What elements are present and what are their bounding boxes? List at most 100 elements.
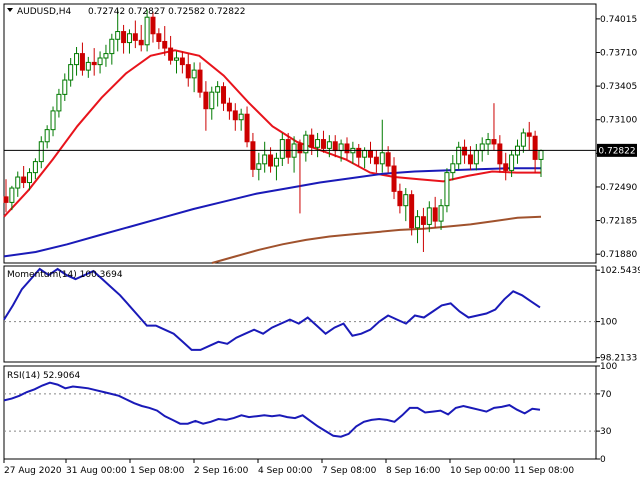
candle bbox=[15, 171, 21, 197]
candle-body bbox=[9, 187, 15, 203]
candle-body bbox=[438, 205, 444, 222]
candle-body bbox=[303, 134, 309, 154]
last-price-tag: 0.72822 bbox=[597, 143, 637, 157]
candle-body bbox=[238, 113, 244, 121]
rsi-label: RSI(14) 52.9064 bbox=[7, 371, 80, 381]
candle-body bbox=[473, 150, 479, 165]
candle bbox=[115, 9, 121, 52]
candle-body bbox=[279, 139, 285, 159]
last-price-label: 0.72822 bbox=[598, 146, 635, 156]
candle bbox=[232, 103, 238, 131]
candle bbox=[520, 128, 526, 153]
candle-body bbox=[74, 53, 80, 66]
candle-body bbox=[273, 157, 279, 167]
collapse-triangle-icon[interactable] bbox=[7, 8, 13, 12]
candle-body bbox=[297, 143, 303, 154]
candle bbox=[109, 33, 115, 65]
momentum-panel-frame bbox=[3, 265, 597, 363]
momentum-line bbox=[3, 267, 541, 351]
candle-body bbox=[209, 91, 215, 110]
rsi-panel[interactable]: 0 30 70 100 RSI(14) 52.9064 bbox=[3, 362, 617, 465]
price-tick-label: 0.71880 bbox=[600, 250, 637, 260]
candle bbox=[379, 119, 385, 173]
candle-body bbox=[179, 57, 185, 66]
time-axis: 27 Aug 2020 31 Aug 00:00 1 Sep 08:00 2 Sep … bbox=[3, 459, 574, 476]
candle bbox=[279, 132, 285, 167]
candle bbox=[326, 135, 332, 158]
candle bbox=[391, 157, 397, 200]
indicator-tick-label: 30 bbox=[600, 427, 612, 437]
candle bbox=[456, 141, 462, 170]
candle bbox=[9, 185, 15, 211]
last-price-box bbox=[597, 143, 637, 157]
candle-body bbox=[356, 147, 362, 158]
candle-body bbox=[362, 150, 368, 158]
candle bbox=[144, 9, 150, 52]
candle bbox=[509, 150, 515, 178]
candle-body bbox=[462, 146, 468, 156]
candle-body bbox=[126, 33, 132, 44]
candle bbox=[420, 207, 426, 252]
candle bbox=[85, 56, 91, 78]
candle-body bbox=[379, 152, 385, 165]
candle-body bbox=[109, 38, 115, 55]
candle bbox=[173, 51, 179, 74]
candle-body bbox=[256, 163, 262, 170]
candle bbox=[150, 11, 156, 43]
candle bbox=[356, 143, 362, 167]
candle-body bbox=[409, 194, 415, 229]
candle-body bbox=[3, 196, 9, 203]
candle-body bbox=[15, 176, 21, 189]
symbol-label: AUDUSD,H4 bbox=[17, 7, 72, 17]
candle-body bbox=[85, 61, 91, 71]
candle-body bbox=[491, 139, 497, 145]
candle-body bbox=[320, 139, 326, 149]
candle-body bbox=[162, 40, 168, 49]
candle bbox=[497, 135, 503, 173]
candle bbox=[3, 179, 9, 213]
candle-body bbox=[232, 110, 238, 121]
candle bbox=[432, 196, 438, 228]
time-tick-label: 1 Sep 08:00 bbox=[130, 466, 185, 476]
candle-body bbox=[115, 31, 121, 40]
momentum-panel[interactable]: 98.2133 100 102.5439 Momentum(14) 100.3694 bbox=[3, 265, 640, 364]
candle bbox=[68, 58, 74, 87]
candle bbox=[197, 62, 203, 98]
candle bbox=[315, 132, 321, 158]
ohlc-readout: 0.72742 0.72827 0.72582 0.72822 bbox=[88, 7, 245, 17]
candle-body bbox=[91, 61, 97, 66]
time-tick-label: 8 Sep 16:00 bbox=[386, 466, 441, 476]
time-tick-label: 31 Aug 00:00 bbox=[66, 466, 127, 476]
candle-body bbox=[156, 33, 162, 42]
candle-body bbox=[532, 135, 538, 160]
candle-body bbox=[197, 69, 203, 93]
candle bbox=[27, 168, 33, 191]
candle bbox=[262, 141, 268, 173]
candle-body bbox=[121, 31, 127, 44]
candle-body bbox=[62, 79, 68, 95]
candle bbox=[132, 20, 138, 49]
candle bbox=[532, 130, 538, 173]
candle bbox=[256, 152, 262, 181]
moving-average-line bbox=[3, 49, 541, 218]
candle-body bbox=[138, 39, 144, 46]
candle bbox=[268, 147, 274, 173]
candle-body bbox=[250, 141, 256, 170]
time-tick-label: 27 Aug 2020 bbox=[4, 466, 62, 476]
candle bbox=[415, 210, 421, 244]
momentum-axis: 98.2133 100 102.5439 bbox=[596, 266, 640, 364]
candle-body bbox=[103, 53, 109, 59]
candle-body bbox=[456, 146, 462, 165]
candle bbox=[320, 130, 326, 153]
price-panel[interactable]: 0.718800.721850.724900.727950.731000.734… bbox=[3, 3, 637, 264]
price-panel-frame bbox=[3, 3, 597, 264]
rsi-axis: 0 30 70 100 bbox=[596, 362, 617, 465]
candle-body bbox=[526, 132, 532, 137]
candle bbox=[185, 53, 191, 87]
candle-body bbox=[203, 91, 209, 110]
candle bbox=[485, 132, 491, 155]
candle bbox=[297, 139, 303, 214]
candle bbox=[32, 158, 38, 180]
candle-body bbox=[391, 165, 397, 192]
